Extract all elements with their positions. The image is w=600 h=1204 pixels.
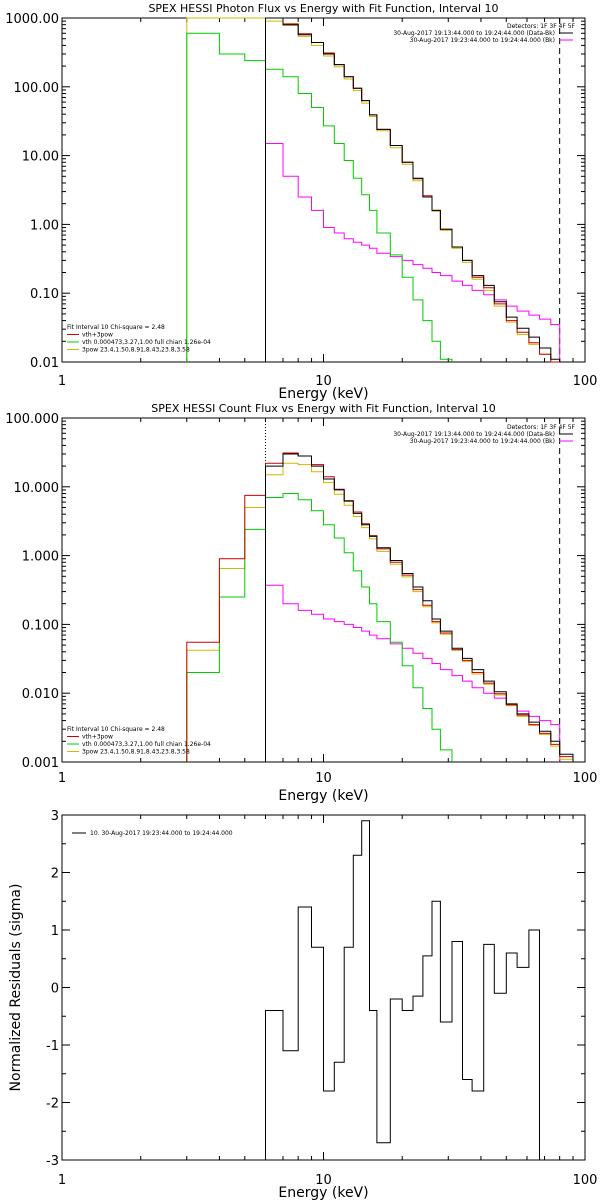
plot3-x-tick-label: 10: [315, 1173, 332, 1188]
plot2-legend-top-entry: 30-Aug-2017 19:23:44.000 to 19:24:44.000…: [410, 438, 555, 445]
plot1-series-vth: [186, 32, 453, 362]
plot1-x-tick-label: 100: [573, 374, 598, 389]
plot1-legend-bottom-entry: 3pow 23.4,1.50,8.91,8.43,23.8,3.58: [82, 347, 190, 354]
plot1-series-3pow: [186, 17, 560, 363]
plot1-x-tick-label: 1: [58, 374, 66, 389]
plot2-y-tick-label: 100.000: [5, 412, 59, 427]
plot2-x-tick-label: 100: [573, 771, 598, 786]
plot2-x-tick-label: 1: [58, 771, 66, 786]
plot1-legend-top-entry: 30-Aug-2017 19:23:44.000 to 19:24:44.000…: [410, 37, 555, 44]
plot2-series-vth: [186, 493, 453, 762]
plot3-y-tick-label: -3: [46, 1154, 59, 1169]
plot3-y-axis-label: Normalized Residuals (sigma): [8, 884, 24, 1092]
plot2-legend-bottom-entry: vth+3pow: [82, 734, 113, 741]
plot3-y-tick-label: 0: [51, 982, 59, 997]
plot1-y-tick-label: 1000.00: [5, 12, 59, 27]
plot1-y-tick-label: 10.00: [22, 150, 59, 165]
plot2-legend-bottom-entry: 3pow 23.4,1.50,8.91,8.43,23.8,3.58: [82, 749, 190, 756]
plot1-legend-detectors: Detectors: 1F 3F 4F 5F: [507, 23, 576, 30]
plot2-series-data-bk: [265, 453, 574, 762]
plot1-title: SPEX HESSI Photon Flux vs Energy with Fi…: [148, 2, 498, 15]
plot3-y-tick-label: 2: [51, 867, 59, 882]
plot2-y-tick-label: 0.010: [22, 687, 59, 702]
plot3-x-axis-label: Energy (keV): [278, 1185, 368, 1200]
plot1-x-axis-label: Energy (keV): [278, 386, 368, 402]
plot1-series-vth-3pow: [265, 17, 560, 363]
plot2-title: SPEX HESSI Count Flux vs Energy with Fit…: [151, 402, 495, 415]
plot3-series-10-30-aug-2017-19-23-44-000-to-19-24-44-000: [265, 820, 540, 1160]
plot2-y-tick-label: 1.000: [22, 550, 59, 565]
plot1-x-tick-label: 10: [315, 374, 332, 389]
plot2-legend-bottom-entry: vth 0.000473,3.27,1.00 full chian 1.26e-…: [82, 741, 211, 748]
plot3-y-tick-label: -2: [46, 1097, 59, 1112]
plot1-y-tick-label: 0.01: [30, 356, 59, 371]
plot2-legend-detectors: Detectors: 1F 3F 4F 5F: [507, 424, 576, 431]
plot2-y-tick-label: 0.001: [22, 756, 59, 771]
plot2-series-vth-3pow: [186, 452, 574, 762]
plot1-legend-fit-interval: Fit Interval 10 Chi-square = 2.48: [67, 324, 165, 331]
plot2-legend-top-entry: 30-Aug-2017 19:13:44.000 to 19:24:44.000…: [393, 431, 555, 438]
plot1-series-data-bk: [265, 17, 561, 362]
plot2-x-tick-label: 10: [315, 771, 332, 786]
plot1-legend-bottom-entry: vth+3pow: [82, 332, 113, 339]
plot1-legend-top-entry: 30-Aug-2017 19:13:44.000 to 19:24:44.000…: [393, 30, 555, 37]
plot1-series-bk: [265, 143, 561, 362]
plot3-x-tick-label: 100: [573, 1173, 598, 1188]
plot3-x-tick-label: 1: [58, 1173, 66, 1188]
plot2-legend-fit-interval: Fit Interval 10 Chi-square = 2.48: [67, 726, 165, 733]
plot3-y-tick-label: 1: [51, 924, 59, 939]
plot2-x-axis-label: Energy (keV): [278, 788, 368, 804]
plot2-y-tick-label: 0.100: [22, 618, 59, 633]
plot3-legend-entry: 10. 30-Aug-2017 19:23:44.000 to 19:24:44…: [90, 830, 233, 837]
plot3-y-tick-label: -1: [46, 1039, 59, 1054]
plot2-y-tick-label: 10.000: [14, 481, 60, 496]
plot1-y-tick-label: 1.00: [30, 218, 59, 233]
plot1-y-tick-label: 100.00: [14, 81, 60, 96]
plot1-legend-bottom-entry: vth 0.000473,3.27,1.00 full chian 1.26e-…: [82, 339, 211, 346]
plot1-y-tick-label: 0.10: [30, 287, 59, 302]
plot3-y-tick-label: 3: [51, 809, 59, 824]
